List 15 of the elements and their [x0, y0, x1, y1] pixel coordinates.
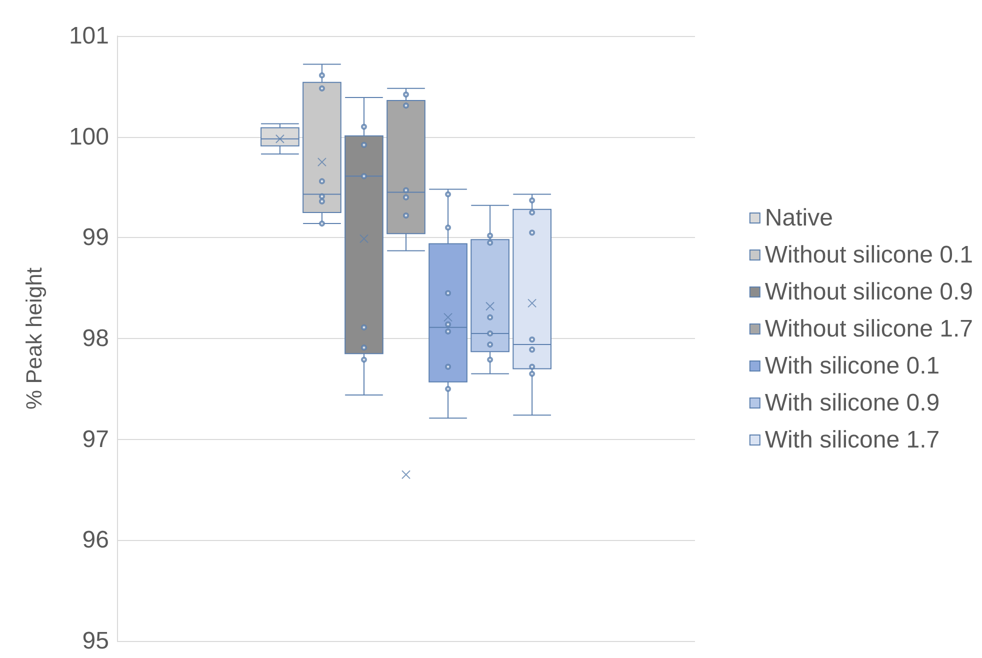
y-tick-label: 98 [82, 325, 109, 352]
legend-label: With silicone 0.9 [764, 390, 940, 416]
y-tick-label: 100 [68, 123, 109, 150]
y-axis-title: % Peak height [22, 268, 46, 410]
legend-label: Without silicone 1.7 [764, 316, 974, 342]
y-tick-label: 97 [82, 426, 109, 453]
legend-label: Without silicone 0.1 [764, 242, 974, 268]
legend-label: Without silicone 0.9 [764, 278, 974, 306]
legend-label: With silicone 0.1 [764, 352, 940, 380]
legend-label: Native [764, 204, 833, 232]
legend-label: With silicone 1.7 [764, 426, 940, 454]
y-tick-label: 101 [68, 22, 109, 50]
y-tick-label: 95 [82, 628, 109, 654]
y-tick-label: 99 [82, 224, 109, 252]
y-tick-label: 96 [82, 526, 109, 554]
